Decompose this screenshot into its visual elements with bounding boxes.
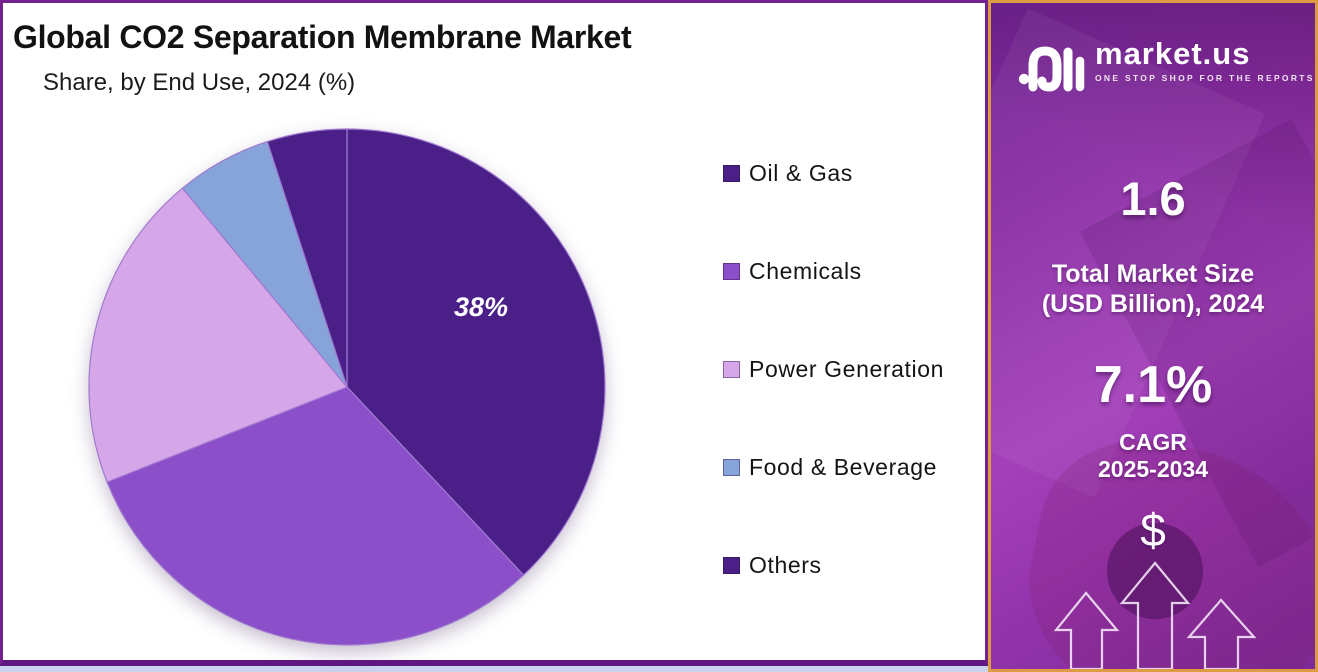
legend-item-chemicals: Chemicals <box>723 257 944 285</box>
market-us-logo-icon <box>1018 46 1085 92</box>
legend-item-others: Others <box>723 551 944 579</box>
legend-item-food-beverage: Food & Beverage <box>723 453 944 481</box>
chart-section: Global CO2 Separation Membrane Market Sh… <box>0 0 988 672</box>
legend-swatch <box>723 458 740 476</box>
brand-text-block: market.us ONE STOP SHOP FOR THE REPORTS <box>1095 36 1315 84</box>
market-size-value: 1.6 <box>1120 172 1186 225</box>
market-size-label: Total Market Size (USD Billion), 2024 <box>991 259 1315 319</box>
legend-label: Power Generation <box>749 355 944 382</box>
pie-data-label: 38% <box>454 292 508 322</box>
cagr-value: 7.1% <box>1093 356 1213 414</box>
cagr-label: CAGR 2025-2034 <box>991 429 1315 483</box>
legend-label: Food & Beverage <box>749 453 938 480</box>
brand-logo: market.us ONE STOP SHOP FOR THE REPORTS <box>1017 37 1315 93</box>
brand-tagline: ONE STOP SHOP FOR THE REPORTS <box>1095 73 1315 83</box>
chart-canvas: Global CO2 Separation Membrane Market Sh… <box>0 0 988 666</box>
pie-chart-svg: 38% <box>88 128 606 646</box>
pie-slice-chemicals <box>106 386 525 646</box>
cagr-label-line2: 2025-2034 <box>1098 456 1208 482</box>
chart-subtitle: Share, by End Use, 2024 (%) <box>43 69 356 96</box>
pie-chart: 38% <box>81 119 621 659</box>
pie-legend: Oil & Gas Chemicals Power Generation Food &… <box>723 159 944 649</box>
legend-label: Others <box>749 551 822 578</box>
legend-swatch <box>723 164 740 182</box>
pie-slice-power-generation <box>88 187 348 483</box>
legend-item-power-generation: Power Generation <box>723 355 944 383</box>
market-size-label-line1: Total Market Size <box>1051 260 1255 288</box>
market-size-label-line2: (USD Billion), 2024 <box>1041 290 1265 318</box>
bottom-accent-strip <box>0 666 988 672</box>
cagr-label-line1: CAGR <box>1119 429 1187 455</box>
legend-swatch <box>723 262 740 280</box>
brand-name: market.us <box>1095 36 1251 71</box>
legend-item-oil-gas: Oil & Gas <box>723 159 944 187</box>
chart-title: Global CO2 Separation Membrane Market <box>13 19 632 55</box>
brand-panel: market.us ONE STOP SHOP FOR THE REPORTS … <box>988 0 1318 672</box>
legend-label: Oil & Gas <box>749 159 853 186</box>
legend-swatch <box>723 556 740 574</box>
legend-label: Chemicals <box>749 257 862 284</box>
growth-arrows-icon <box>1053 561 1257 669</box>
legend-swatch <box>723 360 740 378</box>
pie-slice-others <box>266 128 348 388</box>
dollar-symbol: $ <box>1140 504 1166 556</box>
pie-slice-oil-gas <box>346 128 606 576</box>
